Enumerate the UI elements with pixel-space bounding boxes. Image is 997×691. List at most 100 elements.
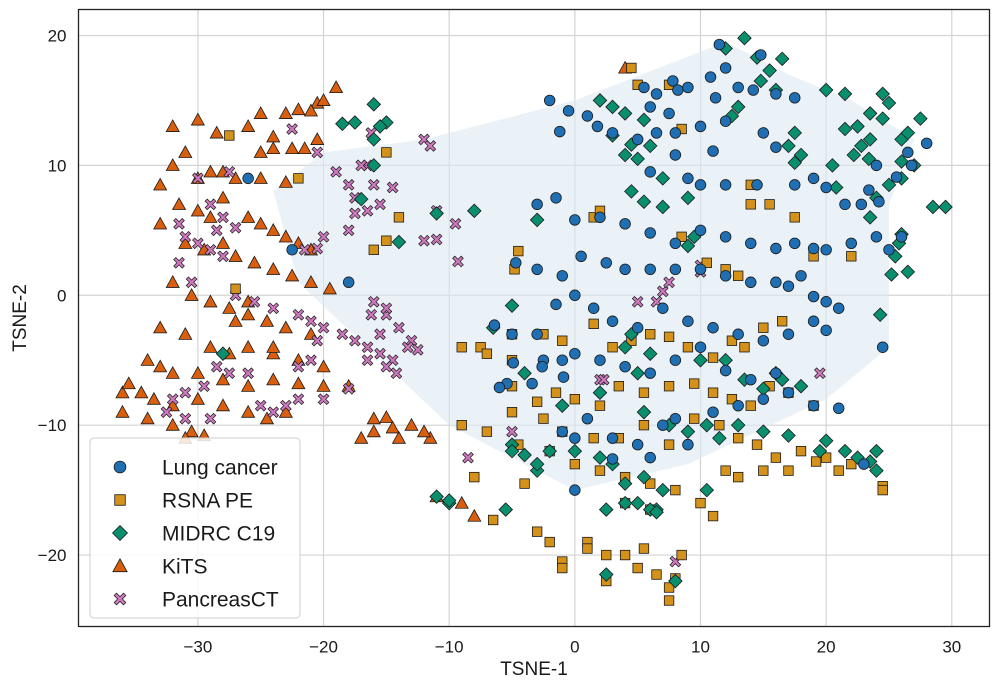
data-point bbox=[644, 263, 656, 276]
data-point bbox=[498, 502, 514, 517]
data-point bbox=[837, 443, 853, 459]
data-point bbox=[557, 371, 570, 383]
data-point bbox=[795, 270, 807, 282]
data-point bbox=[638, 81, 650, 94]
data-point bbox=[316, 93, 331, 106]
data-point bbox=[787, 125, 803, 141]
legend-marker bbox=[112, 558, 128, 573]
data-point bbox=[846, 147, 862, 163]
data-point bbox=[875, 111, 890, 126]
data-point bbox=[380, 360, 393, 373]
data-point bbox=[165, 119, 180, 132]
data-point bbox=[714, 420, 725, 431]
data-point bbox=[297, 141, 312, 155]
data-point bbox=[820, 244, 832, 256]
data-point bbox=[366, 158, 382, 173]
data-point bbox=[724, 108, 740, 124]
data-point bbox=[504, 443, 520, 459]
data-point bbox=[606, 432, 619, 444]
legend-label: RSNA PE bbox=[162, 490, 253, 513]
data-point bbox=[454, 495, 469, 509]
data-point bbox=[719, 231, 732, 243]
data-point bbox=[569, 432, 581, 444]
data-point bbox=[204, 243, 217, 256]
data-point bbox=[517, 447, 532, 463]
data-point bbox=[372, 119, 388, 134]
data-point bbox=[592, 93, 608, 108]
data-point bbox=[506, 328, 518, 340]
data-point bbox=[638, 387, 650, 398]
data-point bbox=[756, 424, 771, 439]
data-point bbox=[757, 127, 770, 139]
data-point bbox=[569, 214, 581, 226]
data-point bbox=[241, 339, 256, 353]
data-point bbox=[745, 276, 757, 288]
data-point bbox=[317, 393, 330, 405]
data-point bbox=[550, 192, 562, 204]
y-tick-label: −20 bbox=[38, 546, 67, 565]
data-point bbox=[733, 432, 744, 444]
data-point bbox=[554, 125, 566, 138]
data-point bbox=[630, 365, 645, 381]
data-point bbox=[619, 549, 631, 561]
data-point bbox=[241, 404, 256, 418]
data-point bbox=[881, 95, 897, 111]
data-point bbox=[171, 197, 187, 210]
data-point bbox=[770, 141, 782, 153]
data-point bbox=[456, 420, 467, 431]
data-point bbox=[543, 94, 556, 107]
data-point bbox=[631, 322, 644, 334]
data-point bbox=[783, 465, 794, 476]
data-point bbox=[292, 360, 305, 373]
data-point bbox=[680, 238, 696, 254]
data-point bbox=[845, 237, 857, 250]
data-point bbox=[424, 140, 437, 152]
data-point bbox=[807, 399, 820, 412]
data-point bbox=[938, 199, 953, 215]
data-point bbox=[617, 495, 633, 511]
data-point bbox=[215, 346, 231, 362]
data-point bbox=[223, 166, 236, 178]
data-point bbox=[531, 198, 543, 211]
data-point bbox=[787, 155, 803, 171]
series-kits bbox=[115, 60, 633, 522]
data-point bbox=[266, 141, 281, 155]
data-point bbox=[592, 385, 608, 400]
data-point bbox=[204, 198, 217, 211]
data-point bbox=[707, 322, 719, 334]
legend-label: KiTS bbox=[162, 556, 208, 579]
data-point bbox=[550, 298, 562, 311]
data-point bbox=[873, 196, 885, 208]
data-point bbox=[789, 92, 801, 104]
data-point bbox=[846, 251, 857, 262]
data-point bbox=[598, 567, 614, 582]
data-point bbox=[694, 179, 707, 191]
data-point bbox=[789, 237, 801, 250]
data-point bbox=[529, 212, 545, 228]
data-point bbox=[217, 250, 229, 263]
data-point bbox=[669, 263, 682, 276]
data-point bbox=[310, 132, 325, 145]
data-point bbox=[475, 342, 486, 353]
data-point bbox=[531, 396, 543, 407]
data-point bbox=[719, 364, 732, 377]
data-point bbox=[670, 484, 681, 496]
data-point bbox=[366, 424, 381, 438]
data-point bbox=[818, 433, 834, 449]
data-point bbox=[224, 130, 235, 141]
data-point bbox=[782, 328, 795, 340]
data-point bbox=[342, 276, 355, 288]
data-point bbox=[663, 439, 675, 450]
legend-label: PancreasCT bbox=[162, 589, 279, 612]
data-point bbox=[278, 320, 293, 334]
data-point bbox=[203, 210, 218, 223]
data-point bbox=[694, 263, 707, 276]
data-point bbox=[781, 138, 796, 154]
data-point bbox=[676, 231, 687, 242]
data-point bbox=[789, 212, 800, 223]
data-point bbox=[730, 99, 746, 115]
data-point bbox=[733, 270, 744, 281]
data-point bbox=[730, 417, 746, 433]
data-point bbox=[342, 224, 355, 237]
